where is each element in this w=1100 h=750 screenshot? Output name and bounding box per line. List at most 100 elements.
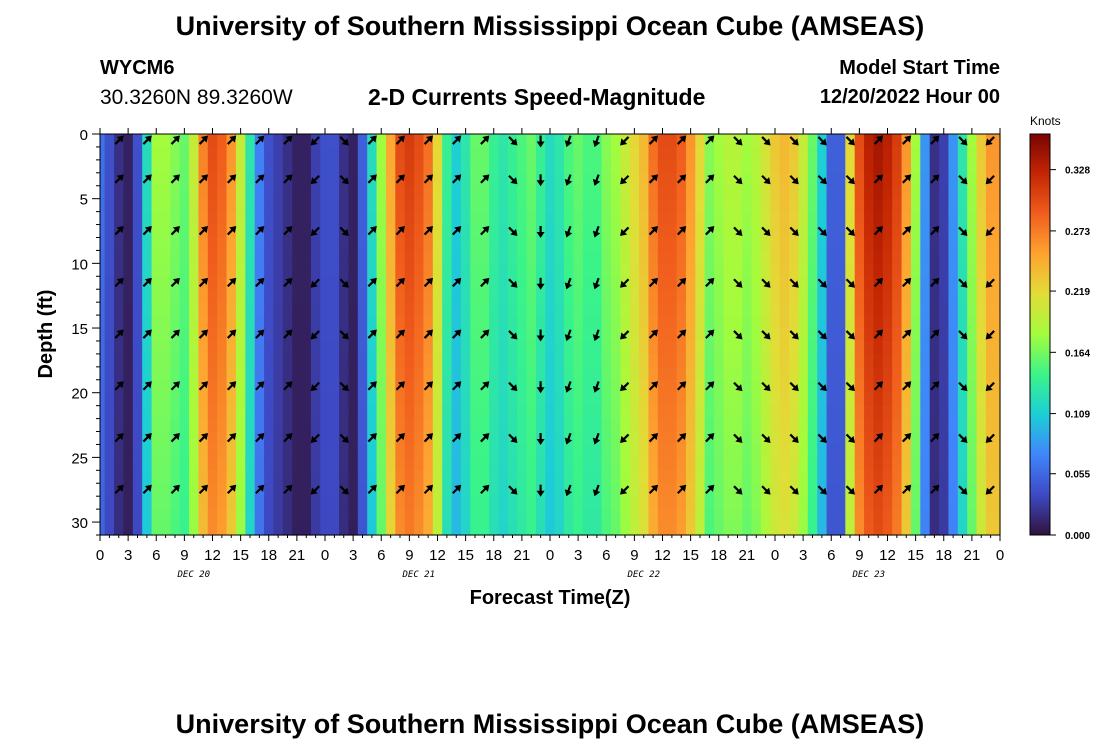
heatmap-cell xyxy=(179,224,190,239)
heatmap-cell xyxy=(845,146,856,161)
heatmap-cell xyxy=(245,134,256,148)
heatmap-cell xyxy=(742,366,753,381)
heatmap-cell xyxy=(704,522,715,536)
heatmap-cell xyxy=(189,185,200,200)
heatmap-cell xyxy=(104,366,115,381)
heatmap-cell xyxy=(526,315,537,329)
heatmap-cell xyxy=(760,444,771,458)
heatmap-cell xyxy=(545,302,556,316)
heatmap-cell xyxy=(601,146,612,161)
heatmap-cell xyxy=(526,457,537,471)
heatmap-cell xyxy=(779,224,790,239)
heatmap-cell xyxy=(376,470,387,484)
heatmap-cell xyxy=(948,198,959,213)
heatmap-cell xyxy=(695,172,706,187)
heatmap-cell xyxy=(807,134,818,148)
heatmap-cell xyxy=(414,134,425,148)
heatmap-cell xyxy=(254,237,265,252)
heatmap-cell xyxy=(507,302,518,316)
heatmap-cell xyxy=(404,509,415,523)
heatmap-cell xyxy=(320,496,331,510)
heatmap-cell xyxy=(845,198,856,213)
heatmap-cell xyxy=(479,185,490,200)
heatmap-cell xyxy=(789,405,800,420)
heatmap-cell xyxy=(948,134,959,148)
heatmap-cell xyxy=(976,353,987,368)
current-vector-arrow xyxy=(226,174,237,184)
heatmap-cell xyxy=(123,198,134,213)
heatmap-cell xyxy=(901,289,912,303)
heatmap-cell xyxy=(179,496,190,510)
heatmap-cell xyxy=(545,405,556,420)
heatmap-cell xyxy=(348,134,359,148)
heatmap-cell xyxy=(826,328,837,342)
heatmap-cell xyxy=(104,431,115,446)
heatmap-cell xyxy=(723,418,734,433)
heatmap-cell xyxy=(948,496,959,510)
heatmap-cell xyxy=(920,302,931,316)
heatmap-cell xyxy=(976,470,987,484)
heatmap-cell xyxy=(104,457,115,471)
heatmap-cell xyxy=(414,379,425,394)
heatmap-cell xyxy=(423,250,434,264)
heatmap-cell xyxy=(414,224,425,239)
heatmap-cell xyxy=(385,289,396,303)
heatmap-cell xyxy=(685,431,696,446)
heatmap-cell xyxy=(610,340,621,355)
heatmap-cell xyxy=(170,522,181,536)
heatmap-cell xyxy=(695,198,706,213)
heatmap-cell xyxy=(864,224,875,239)
heatmap-cell xyxy=(892,431,903,446)
heatmap-cell xyxy=(723,509,734,523)
heatmap-cell xyxy=(207,198,218,213)
heatmap-cell xyxy=(423,522,434,536)
heatmap-cell xyxy=(892,522,903,536)
heatmap-cell xyxy=(920,444,931,458)
heatmap-cell xyxy=(395,418,406,433)
heatmap-cell xyxy=(432,366,443,381)
heatmap-cell xyxy=(873,496,884,510)
heatmap-cell xyxy=(967,211,978,226)
heatmap-cell xyxy=(657,289,668,303)
heatmap-cell xyxy=(189,198,200,213)
heatmap-cell xyxy=(132,263,143,277)
heatmap-cell xyxy=(460,496,471,510)
heatmap-cell xyxy=(339,405,350,420)
day-label: DEC 23 xyxy=(851,570,885,580)
y-tick-label: 20 xyxy=(71,386,88,403)
heatmap-cell xyxy=(976,457,987,471)
heatmap-cell xyxy=(676,237,687,252)
heatmap-cell xyxy=(892,483,903,497)
heatmap-cell xyxy=(573,418,584,433)
current-vector-arrow xyxy=(508,381,518,392)
heatmap-cell xyxy=(573,224,584,239)
current-vector-arrow xyxy=(620,330,630,340)
heatmap-cell xyxy=(517,289,528,303)
heatmap-cell xyxy=(376,418,387,433)
heatmap-cell xyxy=(170,289,181,303)
heatmap-cell xyxy=(873,509,884,523)
heatmap-cell xyxy=(498,263,509,277)
heatmap-cell xyxy=(301,198,312,213)
heatmap-cell xyxy=(648,289,659,303)
heatmap-cell xyxy=(329,366,340,381)
heatmap-cell xyxy=(348,159,359,174)
heatmap-cell xyxy=(432,522,443,536)
heatmap-cell xyxy=(798,250,809,264)
heatmap-cell xyxy=(939,211,950,226)
heatmap-cell xyxy=(460,198,471,213)
heatmap-cell xyxy=(367,250,378,264)
heatmap-cell xyxy=(442,263,453,277)
heatmap-cell xyxy=(245,418,256,433)
heatmap-cell xyxy=(151,146,162,161)
heatmap-cell xyxy=(723,457,734,471)
heatmap-cell xyxy=(620,509,631,523)
heatmap-cell xyxy=(564,509,575,523)
heatmap-cell xyxy=(901,302,912,316)
heatmap-cell xyxy=(442,379,453,394)
heatmap-cell xyxy=(817,457,828,471)
heatmap-cell xyxy=(985,315,996,329)
heatmap-cell xyxy=(114,250,125,264)
heatmap-cell xyxy=(629,185,640,200)
heatmap-cell xyxy=(226,263,237,277)
